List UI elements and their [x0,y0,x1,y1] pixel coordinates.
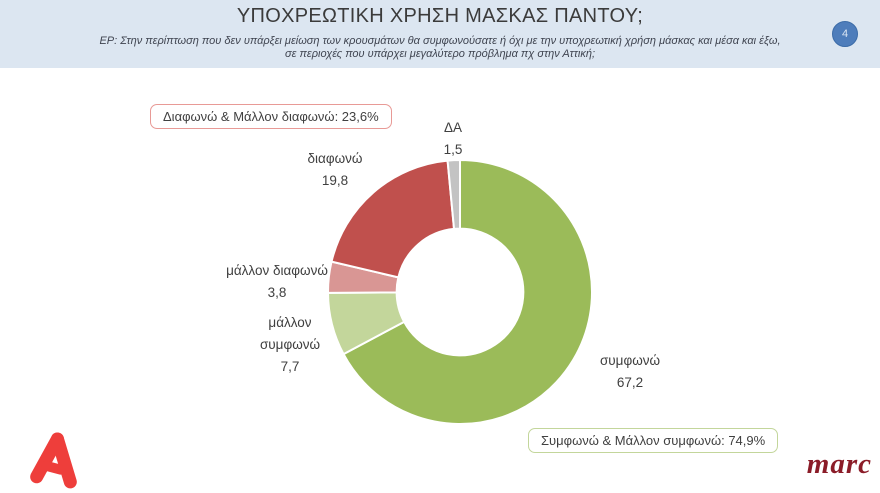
label-agree: συμφωνώ 67,2 [569,350,691,394]
donut-chart [326,159,594,425]
alpha-tv-logo-icon [30,432,77,489]
agree-total-box: Συμφωνώ & Μάλλον συμφωνώ: 74,9% [528,428,779,453]
page-number-badge: 4 [832,21,858,47]
label-rather-agree-value: 7,7 [280,359,300,374]
label-no-answer-value: 1,5 [443,142,463,157]
label-no-answer-name: ΔΑ [443,120,463,135]
label-disagree-name: διαφωνώ [307,151,363,166]
label-rather-disagree: μάλλον διαφωνώ 3,8 [187,260,367,304]
donut-segment-3 [330,159,456,279]
alpha-tv-logo [28,429,84,493]
label-rather-agree: μάλλον συμφωνώ 7,7 [238,312,342,378]
header: ΥΠΟΧΡΕΩΤΙΚΗ ΧΡΗΣΗ ΜΑΣΚΑΣ ΠΑΝΤΟΥ; ΕΡ: Στη… [0,0,880,68]
marc-logo: marc [806,448,872,480]
donut-segment-0 [342,159,594,425]
label-agree-name: συμφωνώ [599,353,661,368]
question-line-1: ΕΡ: Στην περίπτωση που δεν υπάρξει μείωσ… [99,35,781,47]
label-disagree-value: 19,8 [321,173,349,188]
question-text: ΕΡ: Στην περίπτωση που δεν υπάρξει μείωσ… [30,35,850,61]
disagree-total-text: Διαφωνώ & Μάλλον διαφωνώ: 23,6% [163,109,379,124]
question-line-2: σε περιοχές που υπάρχει μεγαλύτερο πρόβλ… [284,48,596,60]
label-no-answer: ΔΑ 1,5 [413,117,493,161]
donut-segment-4 [446,159,461,230]
label-agree-value: 67,2 [616,375,644,390]
agree-total-text: Συμφωνώ & Μάλλον συμφωνώ: 74,9% [541,433,766,448]
label-rather-disagree-name: μάλλον διαφωνώ [226,263,328,278]
label-rather-agree-name: μάλλον συμφωνώ [259,315,321,352]
label-rather-disagree-value: 3,8 [267,285,287,300]
label-disagree: διαφωνώ 19,8 [274,148,396,192]
slide-title: ΥΠΟΧΡΕΩΤΙΚΗ ΧΡΗΣΗ ΜΑΣΚΑΣ ΠΑΝΤΟΥ; [236,5,644,27]
disagree-total-box: Διαφωνώ & Μάλλον διαφωνώ: 23,6% [150,104,392,129]
